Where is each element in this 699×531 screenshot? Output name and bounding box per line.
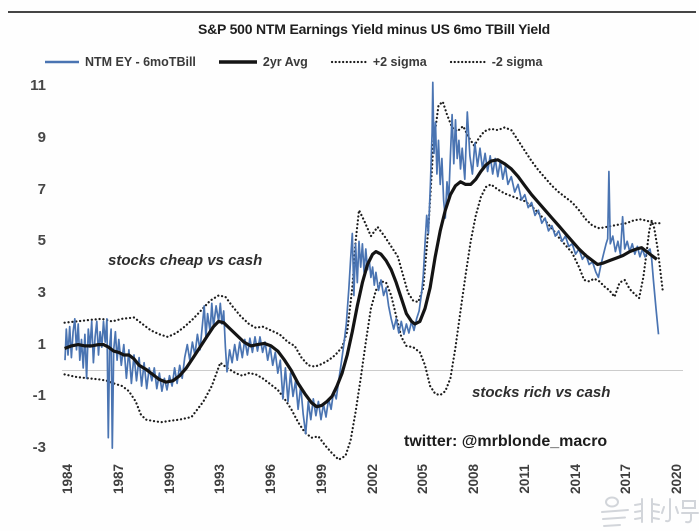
feixiaohao-logo-icon	[601, 496, 629, 527]
y-tick-label-11: 11	[30, 77, 46, 95]
watermark-char-hao	[681, 500, 699, 524]
series-2yr-avg-line	[64, 158, 658, 409]
y-tick-label-1: 1	[37, 335, 46, 353]
series-group	[63, 81, 664, 461]
y-tick-label-9: 9	[37, 128, 46, 146]
legend-swatch-2yr-avg-line	[218, 60, 257, 64]
watermark-feixiaohao	[601, 496, 699, 527]
legend-swatch-minus2-sigma-dotted	[449, 60, 487, 64]
legend-item-minus2-sigma: -2 sigma	[449, 55, 543, 69]
top-border-rule	[8, 11, 696, 13]
y-tick-label--3: -3	[32, 439, 46, 457]
annotation-twitter-credit: twitter: @mrblonde_macro	[404, 433, 608, 450]
legend-item-ntm-ey: NTM EY - 6moTBill	[44, 55, 196, 69]
watermark-char-fei	[634, 498, 660, 523]
series--2-sigma-line	[63, 100, 664, 368]
legend-label-2yr-avg: 2yr Avg	[262, 55, 308, 69]
legend-item-plus2-sigma: +2 sigma	[330, 55, 427, 69]
y-tick-label-5: 5	[37, 232, 46, 250]
watermark-char-xiao	[661, 498, 679, 523]
legend-item-2yr-avg: 2yr Avg	[218, 55, 308, 69]
series--2-sigma-line	[63, 183, 664, 461]
y-tick-label-3: 3	[37, 283, 46, 301]
legend-swatch-ntm-ey-line	[45, 60, 79, 64]
legend-label-plus2-sigma: +2 sigma	[372, 55, 427, 69]
legend-swatch-plus2-sigma-dotted	[330, 60, 368, 64]
legend-label-ntm-ey: NTM EY - 6moTBill	[85, 55, 196, 69]
legend: NTM EY - 6moTBill 2yr Avg +2 sigma -2 si…	[44, 52, 564, 72]
chart-title: S&P 500 NTM Earnings Yield minus US 6mo …	[197, 21, 551, 37]
legend-label-minus2-sigma: -2 sigma	[491, 55, 543, 69]
y-tick-label--1: -1	[32, 387, 46, 405]
annotation-stocks-cheap: stocks cheap vs cash	[108, 252, 263, 269]
annotation-stocks-rich: stocks rich vs cash	[472, 384, 611, 401]
y-tick-label-7: 7	[37, 180, 46, 198]
